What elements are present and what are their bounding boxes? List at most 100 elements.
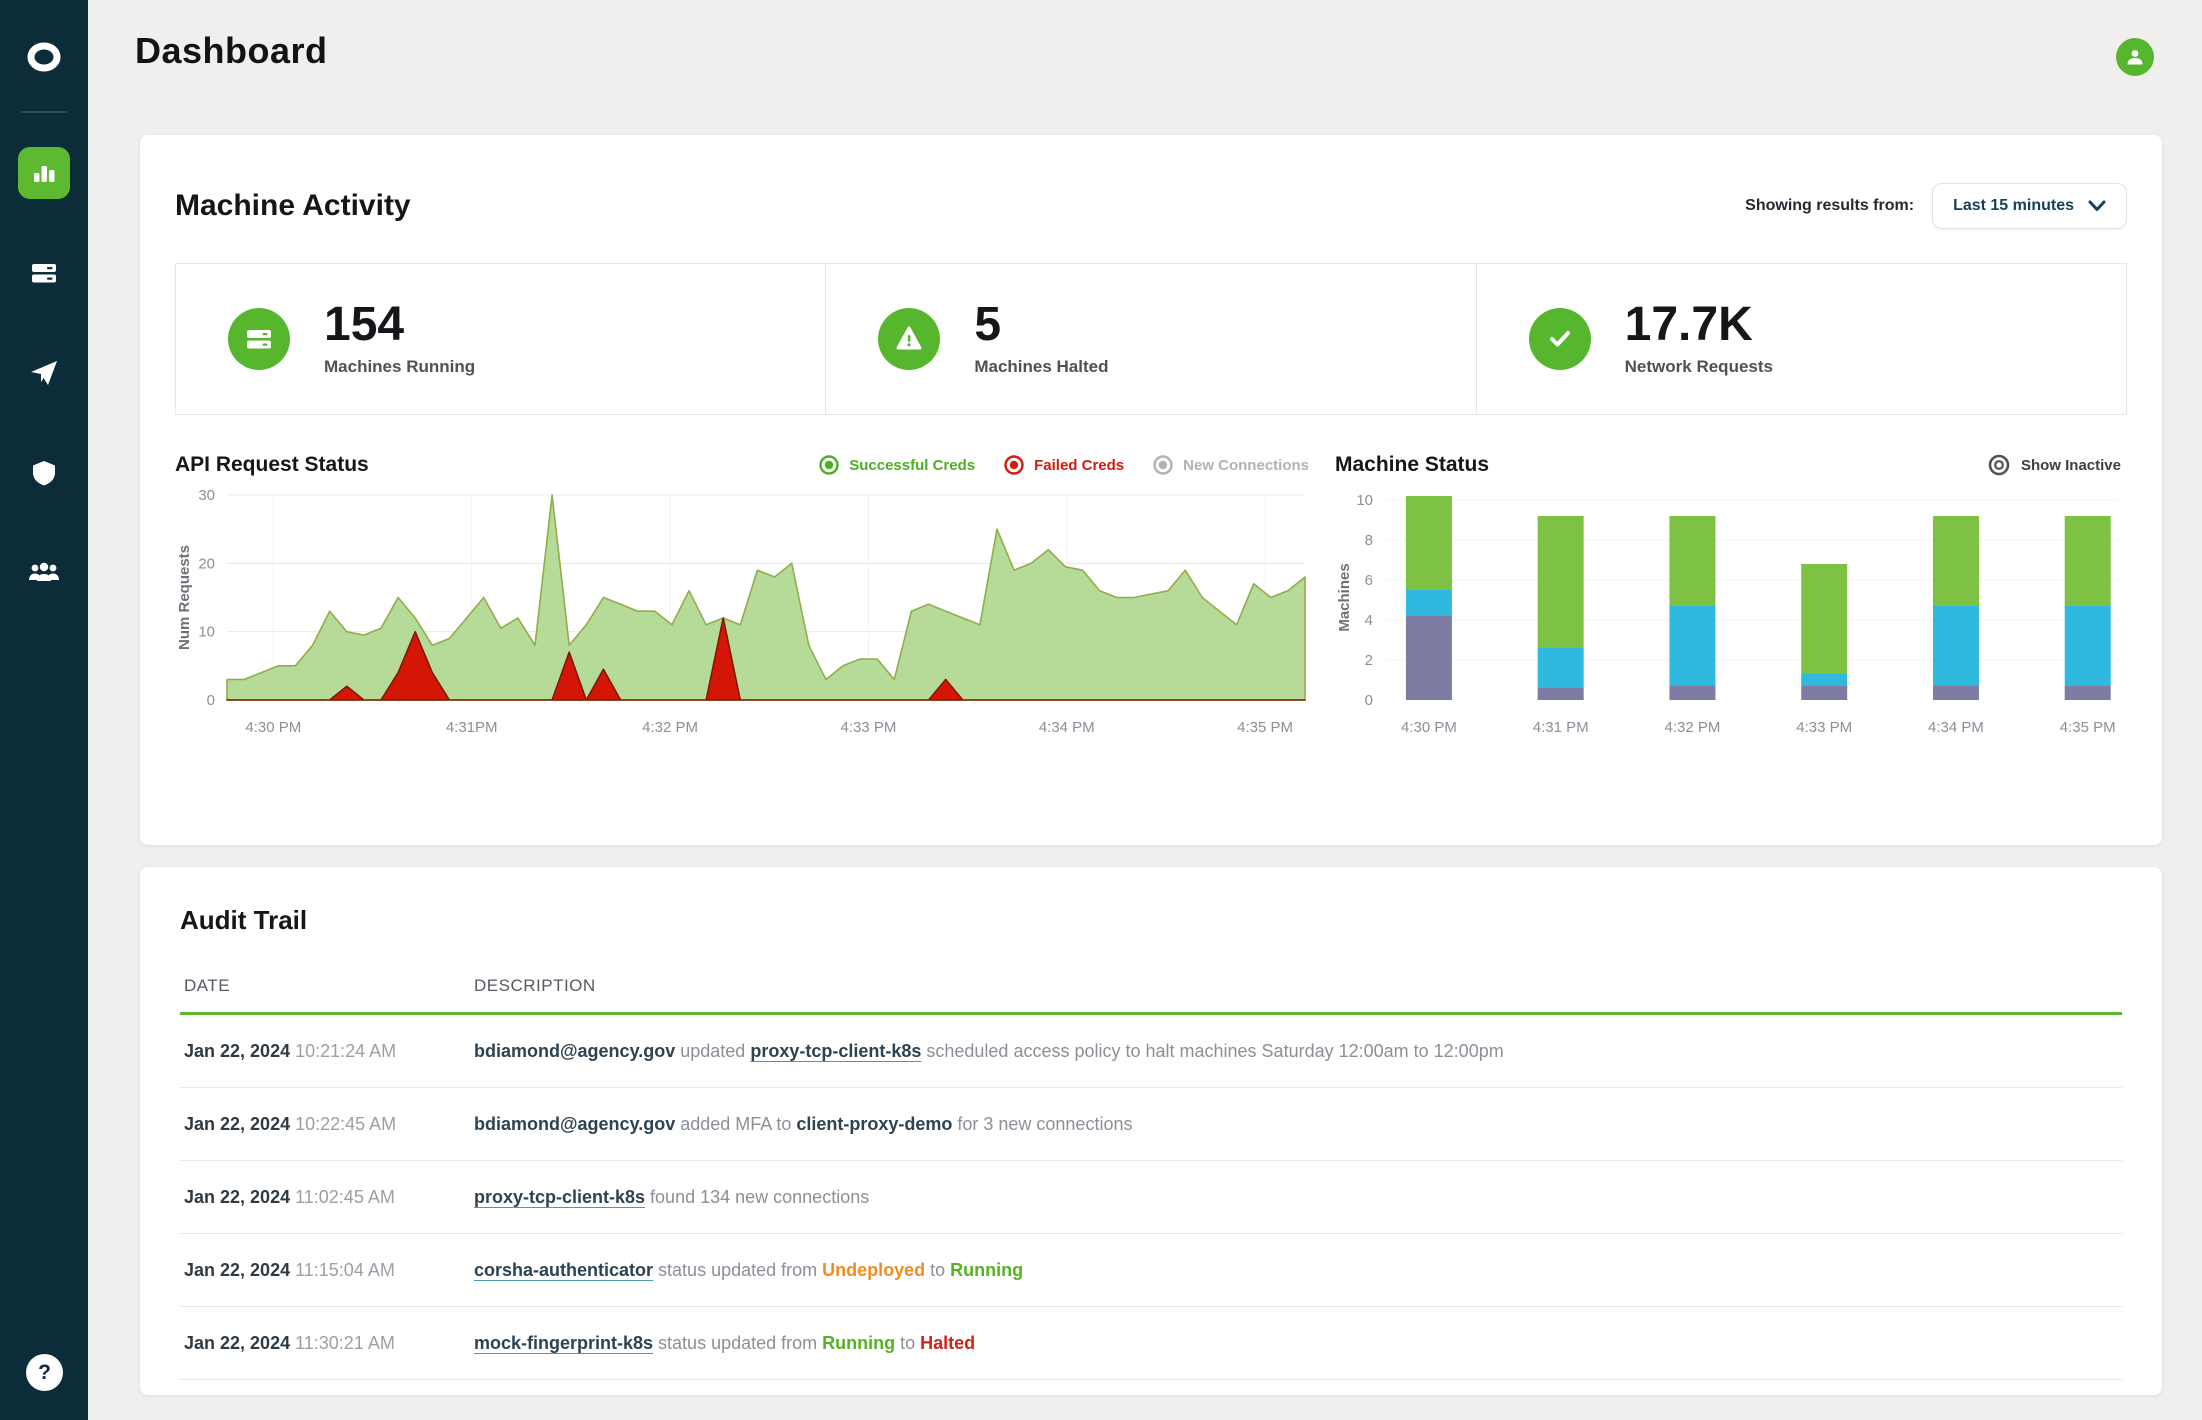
audit-entity-link[interactable]: proxy-tcp-client-k8s xyxy=(750,1040,922,1061)
stat-network-requests: 17.7K Network Requests xyxy=(1477,264,2126,414)
audit-trail-card: Audit Trail DATE DESCRIPTION Jan 22, 202… xyxy=(140,867,2162,1395)
svg-text:4: 4 xyxy=(1365,612,1373,629)
svg-text:4:32 PM: 4:32 PM xyxy=(1665,719,1721,736)
stats-row: 154 Machines Running 5 Machines Halted xyxy=(175,263,2127,415)
svg-text:4:35 PM: 4:35 PM xyxy=(2060,719,2116,736)
ring-logo-icon xyxy=(27,42,61,72)
audit-row-date: Jan 22, 2024 11:02:45 AM xyxy=(184,1186,395,1207)
audit-row-description: mock-fingerprint-k8s status updated from… xyxy=(474,1333,2122,1354)
show-inactive-toggle[interactable]: Show Inactive xyxy=(1987,453,2121,477)
audit-text-segment: for 3 new connections xyxy=(952,1113,1133,1134)
svg-text:4:31PM: 4:31PM xyxy=(446,719,498,736)
svg-text:Machines: Machines xyxy=(1336,563,1353,631)
audit-text-segment: bdiamond@agency.gov xyxy=(474,1113,676,1134)
sidebar-item-connections[interactable] xyxy=(18,347,70,399)
audit-text-segment: added MFA to xyxy=(675,1113,797,1134)
svg-text:4:34 PM: 4:34 PM xyxy=(1039,719,1095,736)
audit-row: Jan 22, 2024 10:22:45 AM bdiamond@agency.… xyxy=(180,1088,2122,1161)
audit-text-segment: found 134 new connections xyxy=(645,1186,870,1207)
audit-text-segment: status updated from xyxy=(653,1259,823,1280)
audit-text-segment: Running xyxy=(822,1332,896,1353)
time-range-dropdown[interactable]: Last 15 minutes xyxy=(1932,183,2127,229)
machines-icon xyxy=(32,264,56,283)
legend-failed-creds[interactable]: Failed Creds xyxy=(1003,454,1124,476)
radio-green-icon xyxy=(819,455,839,475)
legend-successful-creds[interactable]: Successful Creds xyxy=(818,454,975,476)
sidebar: ? xyxy=(0,0,88,1420)
page-title: Dashboard xyxy=(135,30,328,71)
sidebar-nav xyxy=(18,147,70,647)
corsha-ring-logo[interactable] xyxy=(22,36,66,85)
svg-text:4:35 PM: 4:35 PM xyxy=(1237,719,1293,736)
audit-text-segment: to xyxy=(895,1332,921,1353)
sidebar-item-users[interactable] xyxy=(18,547,70,599)
filter-label: Showing results from: xyxy=(1745,197,1915,214)
api-request-status-title: API Request Status xyxy=(175,453,369,476)
sidebar-item-machines[interactable] xyxy=(18,247,70,299)
network-requests-label: Network Requests xyxy=(1624,357,1773,376)
audit-text-segment: status updated from xyxy=(653,1332,823,1353)
svg-text:2: 2 xyxy=(1365,652,1373,669)
legend-new-connections-label: New Connections xyxy=(1183,456,1309,474)
sidebar-item-security[interactable] xyxy=(18,447,70,499)
audit-text-segment: Undeployed xyxy=(822,1259,926,1280)
audit-row-date: Jan 22, 2024 11:30:21 AM xyxy=(184,1332,395,1353)
audit-text-segment: scheduled access policy to halt machines… xyxy=(921,1040,1504,1061)
machine-activity-card: Machine Activity Showing results from: L… xyxy=(140,135,2162,845)
audit-row-date: Jan 22, 2024 10:21:24 AM xyxy=(184,1040,397,1061)
audit-row-description: bdiamond@agency.gov updated proxy-tcp-cl… xyxy=(474,1041,2122,1062)
legend-successful-creds-label: Successful Creds xyxy=(849,456,976,474)
svg-text:10: 10 xyxy=(1356,492,1373,509)
show-inactive-label: Show Inactive xyxy=(2020,456,2121,474)
user-avatar-button[interactable] xyxy=(2116,38,2154,76)
bar-chart-icon xyxy=(34,166,55,182)
audit-entity-link[interactable]: mock-fingerprint-k8s xyxy=(474,1332,654,1353)
legend-new-connections[interactable]: New Connections xyxy=(1152,454,1309,476)
api-legend: Successful Creds Failed Creds xyxy=(818,454,1309,476)
svg-text:6: 6 xyxy=(1365,572,1373,589)
svg-text:4:34 PM: 4:34 PM xyxy=(1928,719,1984,736)
connections-icon xyxy=(31,361,57,385)
audit-row-description: proxy-tcp-client-k8s found 134 new conne… xyxy=(474,1187,2122,1208)
help-icon: ? xyxy=(38,1360,51,1384)
machine-status-title: Machine Status xyxy=(1335,453,1490,476)
machines-halted-value: 5 xyxy=(974,298,1002,351)
audit-row-description: bdiamond@agency.gov added MFA to client-… xyxy=(474,1114,2122,1135)
svg-text:4:31 PM: 4:31 PM xyxy=(1533,719,1589,736)
machine-status-block: Machine Status Show Inactive 0 2 4 6 8 10 Mach… xyxy=(1335,453,2127,762)
audit-table-header: DATE DESCRIPTION xyxy=(180,962,2122,1015)
help-button[interactable]: ? xyxy=(26,1354,63,1391)
svg-text:4:33 PM: 4:33 PM xyxy=(1796,719,1852,736)
sidebar-item-dashboard[interactable] xyxy=(18,147,70,199)
svg-text:20: 20 xyxy=(198,555,215,572)
shield-icon xyxy=(33,461,55,486)
machines-running-value: 154 xyxy=(324,298,405,351)
user-avatar-icon xyxy=(2127,50,2143,65)
radio-red-icon xyxy=(1004,455,1024,475)
column-date: DATE xyxy=(184,976,231,995)
audit-entity-link[interactable]: proxy-tcp-client-k8s xyxy=(474,1186,646,1207)
time-range-value: Last 15 minutes xyxy=(1953,197,2074,214)
audit-row: Jan 22, 2024 10:21:24 AM bdiamond@agency.… xyxy=(180,1015,2122,1088)
users-icon xyxy=(29,562,59,581)
svg-text:4:30 PM: 4:30 PM xyxy=(245,719,301,736)
audit-text-segment: Running xyxy=(950,1259,1024,1280)
stat-machines-halted: 5 Machines Halted xyxy=(826,264,1477,414)
audit-row: Jan 22, 2024 11:02:45 AM proxy-tcp-client… xyxy=(180,1161,2122,1234)
svg-text:10: 10 xyxy=(198,624,215,641)
machines-halted-label: Machines Halted xyxy=(974,357,1109,376)
svg-text:0: 0 xyxy=(1365,692,1373,709)
machines-running-icon xyxy=(228,308,290,370)
topbar: Dashboard xyxy=(88,0,2202,110)
radio-gray-icon xyxy=(1153,455,1173,475)
audit-row-date: Jan 22, 2024 11:15:04 AM xyxy=(184,1259,395,1280)
audit-text-segment: bdiamond@agency.gov xyxy=(474,1040,676,1061)
svg-text:Num Requests: Num Requests xyxy=(176,545,193,650)
svg-text:4:30 PM: 4:30 PM xyxy=(1401,719,1457,736)
audit-text-segment: updated xyxy=(675,1040,751,1061)
audit-text-segment: client-proxy-demo xyxy=(796,1113,953,1134)
svg-text:4:32 PM: 4:32 PM xyxy=(642,719,698,736)
audit-entity-link[interactable]: corsha-authenticator xyxy=(474,1259,654,1280)
column-description: DESCRIPTION xyxy=(474,976,596,995)
audit-row-date: Jan 22, 2024 10:22:45 AM xyxy=(184,1113,397,1134)
